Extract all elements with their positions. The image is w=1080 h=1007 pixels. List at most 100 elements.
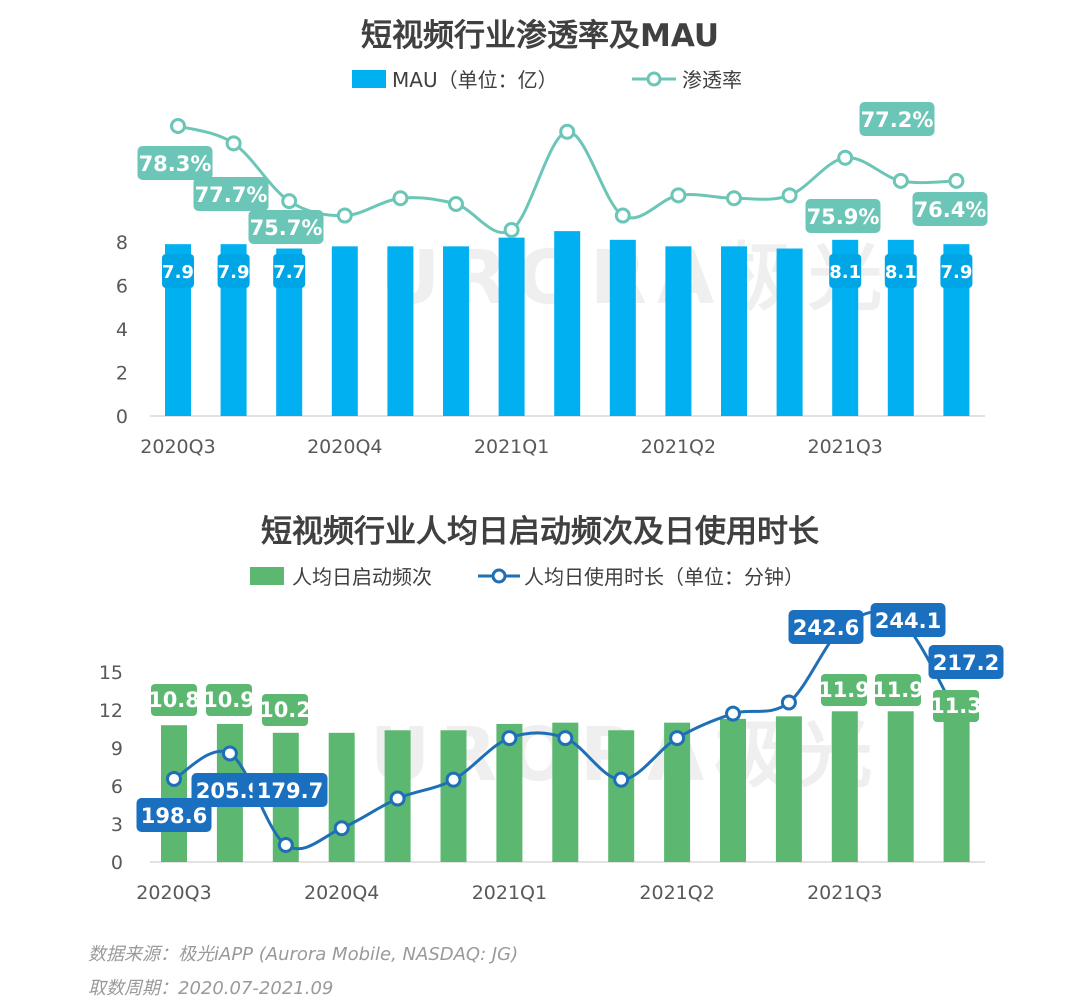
c2-bar-label-box-13 — [875, 674, 921, 706]
c1-line-label-0: 78.3% — [139, 152, 212, 176]
c2-line-point-5 — [445, 771, 462, 788]
c1-line-label-box-0 — [137, 146, 213, 180]
c1-y-tick-4: 8 — [116, 232, 128, 254]
c2-line-point-9 — [669, 730, 686, 747]
c2-bar-label-box-14 — [933, 690, 979, 722]
c2-line-label-box-13 — [870, 603, 946, 637]
chart1-ticks: 0 2 4 6 8 2020Q3 2020Q4 2021Q1 2021Q2 2021Q3 — [116, 232, 883, 458]
c1-line-label-box-14 — [912, 192, 988, 226]
c1-bar-label-1: 7.9 — [218, 262, 250, 283]
c2-y-tick-4: 12 — [99, 700, 123, 722]
c1-bar-label-box-14 — [940, 254, 973, 288]
c1-line-point-12 — [837, 149, 854, 166]
c1-line-point-13 — [892, 172, 909, 189]
chart2-legend-time-marker — [491, 568, 507, 584]
chart1-legend-mau-label: MAU（单位：亿） — [392, 68, 558, 92]
c2-bar-11 — [775, 716, 802, 862]
c2-line-point-10 — [725, 705, 741, 722]
c1-line-point-5 — [448, 196, 464, 212]
c2-bar-label-13: 11.9 — [872, 678, 924, 702]
c1-line-point-9 — [670, 187, 687, 204]
c2-line-point-11 — [780, 694, 797, 711]
c2-bar-label-12: 11.9 — [818, 678, 870, 702]
c2-line-label-0: 198.6 — [141, 804, 207, 828]
c2-line-label-12: 242.6 — [793, 616, 859, 640]
chart1-line — [170, 118, 965, 238]
c2-line-label-box-2 — [252, 773, 328, 807]
c2-line-point-4 — [389, 790, 406, 807]
chart1-labels: 7.9 7.9 7.7 8.1 8.1 7.9 78.3% 77.7% 75.7% 75.9% 77… — [137, 102, 988, 288]
c2-x-tick-2: 2021Q1 — [472, 882, 547, 904]
c2-bar-12 — [831, 711, 858, 862]
c2-bar-3 — [328, 732, 355, 862]
c1-y-tick-2: 4 — [116, 319, 128, 341]
c2-bar-8 — [608, 730, 635, 862]
c2-x-tick-0: 2020Q3 — [136, 882, 211, 904]
c1-bar-6 — [498, 237, 525, 416]
c1-bar-label-box-13 — [884, 254, 917, 288]
c2-line-label-1: 205.9 — [196, 779, 262, 803]
c2-line-label-14: 217.2 — [933, 651, 999, 675]
c2-bar-13 — [887, 711, 914, 862]
chart1-legend-rate-marker — [646, 71, 662, 87]
c1-bar-label-2: 7.7 — [273, 262, 305, 283]
chart2-legend-time-label: 人均日使用时长（单位：分钟） — [524, 565, 804, 589]
c2-bar-label-14: 11.3 — [930, 694, 982, 718]
c1-x-tick-4: 2021Q3 — [807, 436, 882, 458]
c2-bar-label-box-12 — [821, 674, 867, 706]
c1-bar-label-12: 8.1 — [829, 262, 861, 283]
c2-x-tick-3: 2021Q2 — [639, 882, 714, 904]
c2-bar-6 — [496, 723, 523, 862]
c1-bar-label-box-2 — [273, 254, 306, 288]
c2-bar-label-2: 10.2 — [259, 698, 311, 722]
c1-line-point-8 — [614, 207, 631, 224]
c2-line-point-0 — [166, 770, 182, 787]
c2-line-point-6 — [501, 730, 518, 747]
c2-y-tick-5: 15 — [99, 662, 123, 684]
c1-line-point-14 — [948, 172, 965, 189]
chart2-title: 短视频行业人均日启动频次及日使用时长 — [261, 514, 819, 550]
c2-line-point-2 — [277, 837, 294, 853]
chart1-legend-mau-swatch — [352, 70, 386, 88]
c1-line-label-box-2 — [248, 210, 324, 244]
c2-y-tick-3: 9 — [111, 738, 123, 760]
c2-line-label-box-0 — [136, 798, 212, 832]
c1-bar-5 — [443, 246, 469, 416]
c2-line-point-7 — [557, 730, 574, 747]
chart2-legend-freq-label: 人均日启动频次 — [292, 565, 432, 589]
c2-line-label-13: 244.1 — [875, 609, 941, 633]
c2-bar-label-box-2 — [262, 694, 308, 726]
c1-bar-7 — [554, 231, 581, 416]
chart2-legend: 人均日启动频次 人均日使用时长（单位：分钟） — [250, 565, 804, 589]
c2-bar-14 — [943, 718, 970, 862]
c1-line-point-3 — [336, 207, 353, 224]
c2-x-tick-1: 2020Q4 — [304, 882, 379, 904]
c2-y-tick-1: 3 — [111, 814, 123, 836]
c1-bar-4 — [387, 246, 414, 416]
c1-line-label-1: 77.7% — [195, 183, 268, 207]
c2-line-point-8 — [613, 771, 630, 788]
c1-line-label-11: 75.9% — [807, 205, 880, 229]
c2-bar-label-box-1 — [206, 684, 252, 716]
c1-bar-label-box-0 — [162, 254, 194, 288]
c1-x-tick-3: 2021Q2 — [641, 436, 716, 458]
c1-bar-3 — [331, 246, 358, 416]
c1-line-point-0 — [170, 118, 186, 134]
c1-line-point-7 — [559, 123, 576, 140]
c1-bar-label-box-1 — [217, 254, 250, 288]
c2-bar-5 — [440, 730, 467, 862]
c2-bar-10 — [720, 718, 746, 862]
c1-line-point-6 — [503, 222, 520, 238]
c1-x-tick-0: 2020Q3 — [140, 436, 215, 458]
c1-y-tick-0: 0 — [116, 406, 128, 428]
c2-bar-label-0: 10.8 — [148, 688, 200, 712]
c1-line-label-14: 76.4% — [914, 198, 987, 222]
c2-line-point-3 — [333, 820, 350, 837]
c2-bar-label-box-0 — [151, 684, 197, 716]
c2-line-label-box-1 — [191, 773, 267, 807]
chart1-legend: MAU（单位：亿） 渗透率 — [352, 68, 742, 92]
c1-bar-11 — [776, 248, 803, 416]
c1-line-point-4 — [392, 190, 409, 207]
c2-line-label-2: 179.7 — [257, 779, 323, 803]
